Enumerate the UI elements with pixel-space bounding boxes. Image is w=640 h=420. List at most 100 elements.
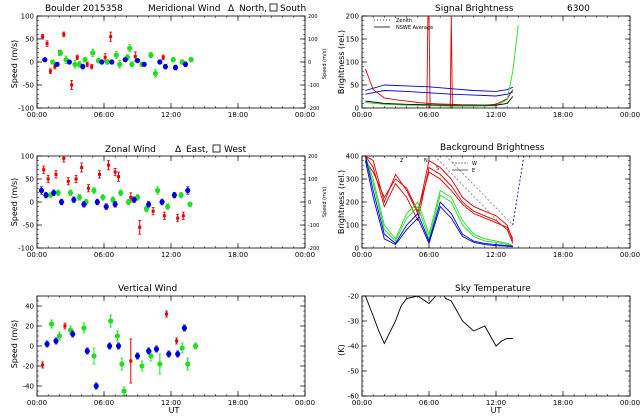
zonal-point-green (155, 187, 161, 194)
meridional-point-north-red (103, 55, 107, 59)
meridional-point-green (170, 57, 176, 63)
background-xtick-label: 00:00 (620, 251, 640, 259)
meridional-point-north-red (133, 54, 137, 58)
meridional-xtick-label: 00:00 (295, 111, 315, 119)
zonal-title: Zonal Wind (105, 145, 156, 155)
zonal-y2tick-label: 200 (308, 154, 318, 160)
zonal-dir2: West (224, 145, 247, 155)
vertical-point-blue (93, 383, 99, 389)
meridional-point-blue (157, 59, 163, 65)
vertical-ytick-label: 40 (25, 303, 34, 311)
vertical-point-green (119, 361, 125, 367)
background-xtick-label: 12:00 (486, 251, 506, 259)
meridional-point-north-red (161, 55, 165, 59)
skytemp-xlabel: UT (491, 406, 502, 415)
zonal-point-red (42, 168, 46, 172)
meridional-point-north-red (53, 65, 57, 69)
signal-data (364, 16, 519, 108)
vertical-point-green (91, 353, 97, 359)
background-ytick-label: 400 (346, 153, 359, 161)
meridional-y2tick-label: -100 (308, 83, 319, 89)
vertical-point-red (41, 363, 45, 367)
signal-ytick-label: 100 (346, 59, 359, 67)
skytemp-xtick-label: 18:00 (553, 399, 573, 407)
zonal-point-blue (81, 201, 87, 207)
background-xtick-label: 00:00 (352, 251, 372, 259)
zonal-ytick-label: 0 (30, 199, 34, 207)
vertical-point-blue (115, 343, 122, 349)
zonal-point-blue (171, 192, 177, 198)
signal-title: Signal Brightness (435, 4, 514, 14)
zonal-point-red (113, 170, 117, 174)
vertical-xtick-label: 06:00 (94, 399, 114, 407)
background-series-green-2 (364, 158, 513, 248)
meridional-frame (36, 15, 306, 109)
meridional-ytick-label: 100 (21, 13, 34, 21)
meridional-point-blue (172, 64, 179, 71)
signal-xtick-label: 06:00 (419, 111, 439, 119)
background-series-blue-right (512, 156, 525, 226)
skytemp-ytick-label: -50 (348, 368, 359, 376)
zonal-point-green (165, 204, 171, 210)
vertical-point-green (81, 325, 87, 331)
meridional-point-blue (141, 61, 147, 67)
bg-legend-s: S (436, 166, 439, 172)
vertical-point-red (165, 312, 169, 316)
vertical-title: Vertical Wind (118, 284, 177, 294)
vertical-ytick-label: 20 (25, 323, 34, 331)
background-xtick-label: 18:00 (553, 251, 573, 259)
signal-series-red-a (364, 68, 514, 106)
zonal-point-green (55, 190, 61, 196)
zonal-y2tick-label: 100 (308, 177, 318, 183)
vertical-xtick-label: 18:00 (228, 399, 248, 407)
meridional-point-green (127, 45, 133, 51)
zonal-ytick-label: -100 (18, 245, 34, 253)
zonal-point-red (106, 163, 110, 167)
vertical-ytick-label: 0 (30, 343, 34, 351)
meridional-y2tick-label: 200 (308, 14, 318, 20)
signal-ylabel: Brightness (rel.) (337, 30, 346, 94)
signal-series-blue-a (365, 84, 513, 92)
skytemp-title: Sky Temperature (455, 284, 531, 294)
panel-zonal: Zonal Wind Δ East, West Speed (m/s) Spee… (10, 144, 328, 259)
background-data (364, 156, 525, 248)
zonal-point-green (143, 206, 150, 212)
signal-series-black-a (365, 96, 514, 106)
vertical-point-blue (106, 343, 113, 349)
meridional-point-green (104, 59, 110, 65)
legend-zenith: Zenith (396, 18, 412, 24)
panel-vertical: Vertical Wind Speed (m/s) UT 40 20 0 -20 -40… (10, 284, 315, 415)
zonal-point-red (181, 214, 185, 218)
background-series-green-1 (364, 156, 513, 247)
panel-meridional: Boulder 2015358 Meridional Wind Δ North,… (10, 3, 328, 120)
background-ytick-label: 300 (346, 176, 359, 184)
meridional-point-blue (66, 59, 72, 65)
meridional-point-blue (134, 58, 141, 64)
zonal-point-blue (159, 199, 165, 205)
zonal-point-red (176, 216, 180, 220)
vertical-point-green (157, 361, 163, 367)
zonal-ytick-label: -50 (23, 222, 34, 230)
zonal-point-red (74, 177, 78, 181)
zonal-point-green (187, 201, 193, 207)
zonal-point-blue (185, 187, 191, 194)
meridional-point-north-red (90, 65, 94, 69)
meridional-point-north-red (70, 83, 74, 87)
zonal-point-green (125, 199, 132, 205)
zonal-point-red (151, 209, 155, 213)
skytemp-xtick-label: 12:00 (486, 399, 506, 407)
vertical-xtick-label: 00:00 (295, 399, 315, 407)
zonal-point-blue (103, 204, 109, 210)
meridional-ytick-label: -50 (23, 82, 34, 90)
zonal-point-green (118, 190, 124, 196)
panel-signal: Signal Brightness 6300 Brightness (rel.)… (337, 4, 640, 119)
background-series-blue-1 (364, 156, 513, 247)
background-ytick-label: 100 (346, 222, 359, 230)
skytemp-ytick-label: -20 (348, 293, 359, 301)
meridional-point-green (113, 52, 119, 58)
zonal-point-red (162, 214, 166, 218)
zonal-ylabel: Speed (m/s) (10, 178, 19, 227)
vertical-point-blue (44, 341, 50, 347)
